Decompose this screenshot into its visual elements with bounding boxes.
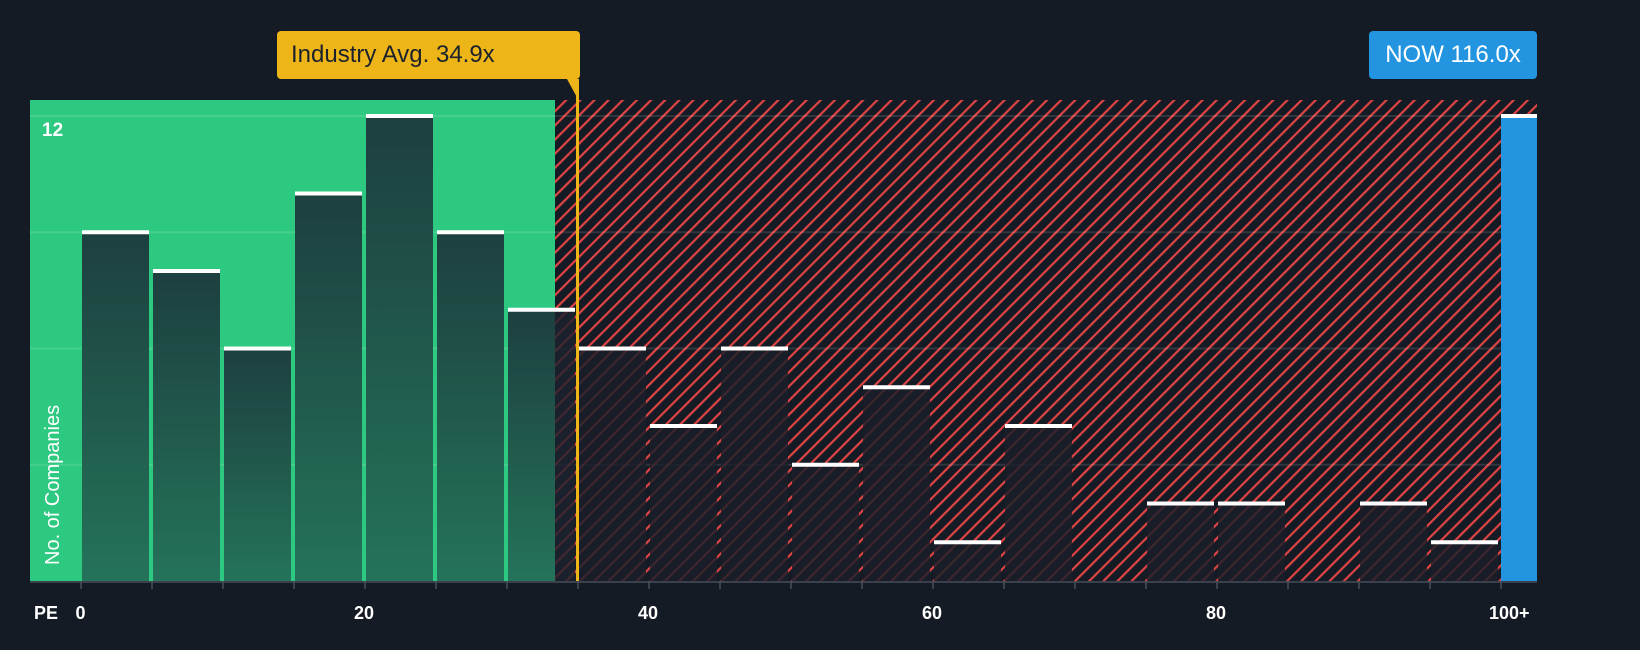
- histogram-bar: [153, 271, 220, 581]
- histogram-bar: [792, 464, 859, 581]
- histogram-bar: [1360, 503, 1427, 581]
- x-tick-label: 100+: [1489, 603, 1530, 623]
- x-tick-label: 60: [922, 603, 943, 623]
- x-axis-title: PE: [34, 603, 59, 623]
- x-tick-label: 20: [354, 603, 375, 623]
- bar-top-marker: [153, 269, 220, 273]
- histogram-bar: [508, 309, 555, 581]
- histogram-bar: [366, 116, 433, 581]
- bar-top-marker: [1360, 501, 1427, 506]
- industry-average-pointer: [567, 79, 579, 101]
- histogram-bar: [82, 232, 149, 581]
- histogram-bar: [721, 348, 788, 581]
- bar-top-marker: [508, 307, 575, 312]
- histogram-bar: [579, 348, 646, 581]
- industry-average-text: Industry Avg. 34.9x: [291, 41, 495, 68]
- histogram-bar: [1218, 503, 1285, 581]
- bar-top-marker: [721, 346, 788, 351]
- histogram-bar: [224, 348, 291, 581]
- bar-top-marker: [1431, 540, 1498, 545]
- bar-top-marker: [82, 230, 149, 235]
- bar-top-marker: [366, 114, 433, 118]
- x-tick-label: 40: [638, 603, 659, 623]
- industry-average-line: [576, 92, 579, 581]
- x-tick-label: 0: [75, 603, 86, 623]
- histogram-bar: [1147, 503, 1214, 581]
- bar-top-marker: [437, 230, 504, 235]
- company-pe-text: NOW 116.0x: [1385, 41, 1521, 68]
- industry-average-label: Industry Avg. 34.9x: [277, 31, 580, 79]
- bar-top-marker: [863, 385, 930, 390]
- histogram-bar: [555, 309, 575, 581]
- bar-top-marker: [224, 346, 291, 351]
- histogram-bar: [934, 542, 1001, 581]
- y-axis-title: No. of Companies: [42, 404, 64, 565]
- histogram-bar: [863, 387, 930, 581]
- bar-top-marker: [1005, 424, 1072, 428]
- bar-top-marker: [792, 462, 859, 467]
- company-bar-top: [1501, 114, 1537, 118]
- bar-top-marker: [1147, 501, 1214, 506]
- y-axis-max-label: 12: [42, 120, 64, 141]
- histogram-bar: [1431, 542, 1498, 581]
- company-bar: [1501, 116, 1537, 581]
- histogram-bar: [1005, 426, 1072, 581]
- bar-top-marker: [650, 424, 717, 428]
- histogram-bar: [295, 193, 362, 581]
- bar-top-marker: [579, 346, 646, 351]
- bar-top-marker: [1218, 501, 1285, 506]
- company-pe-label: NOW 116.0x: [1369, 31, 1537, 79]
- histogram-bar: [650, 426, 717, 581]
- histogram-bar: [437, 232, 504, 581]
- x-tick-label: 80: [1206, 603, 1227, 623]
- bar-top-marker: [934, 540, 1001, 545]
- bar-top-marker: [295, 191, 362, 196]
